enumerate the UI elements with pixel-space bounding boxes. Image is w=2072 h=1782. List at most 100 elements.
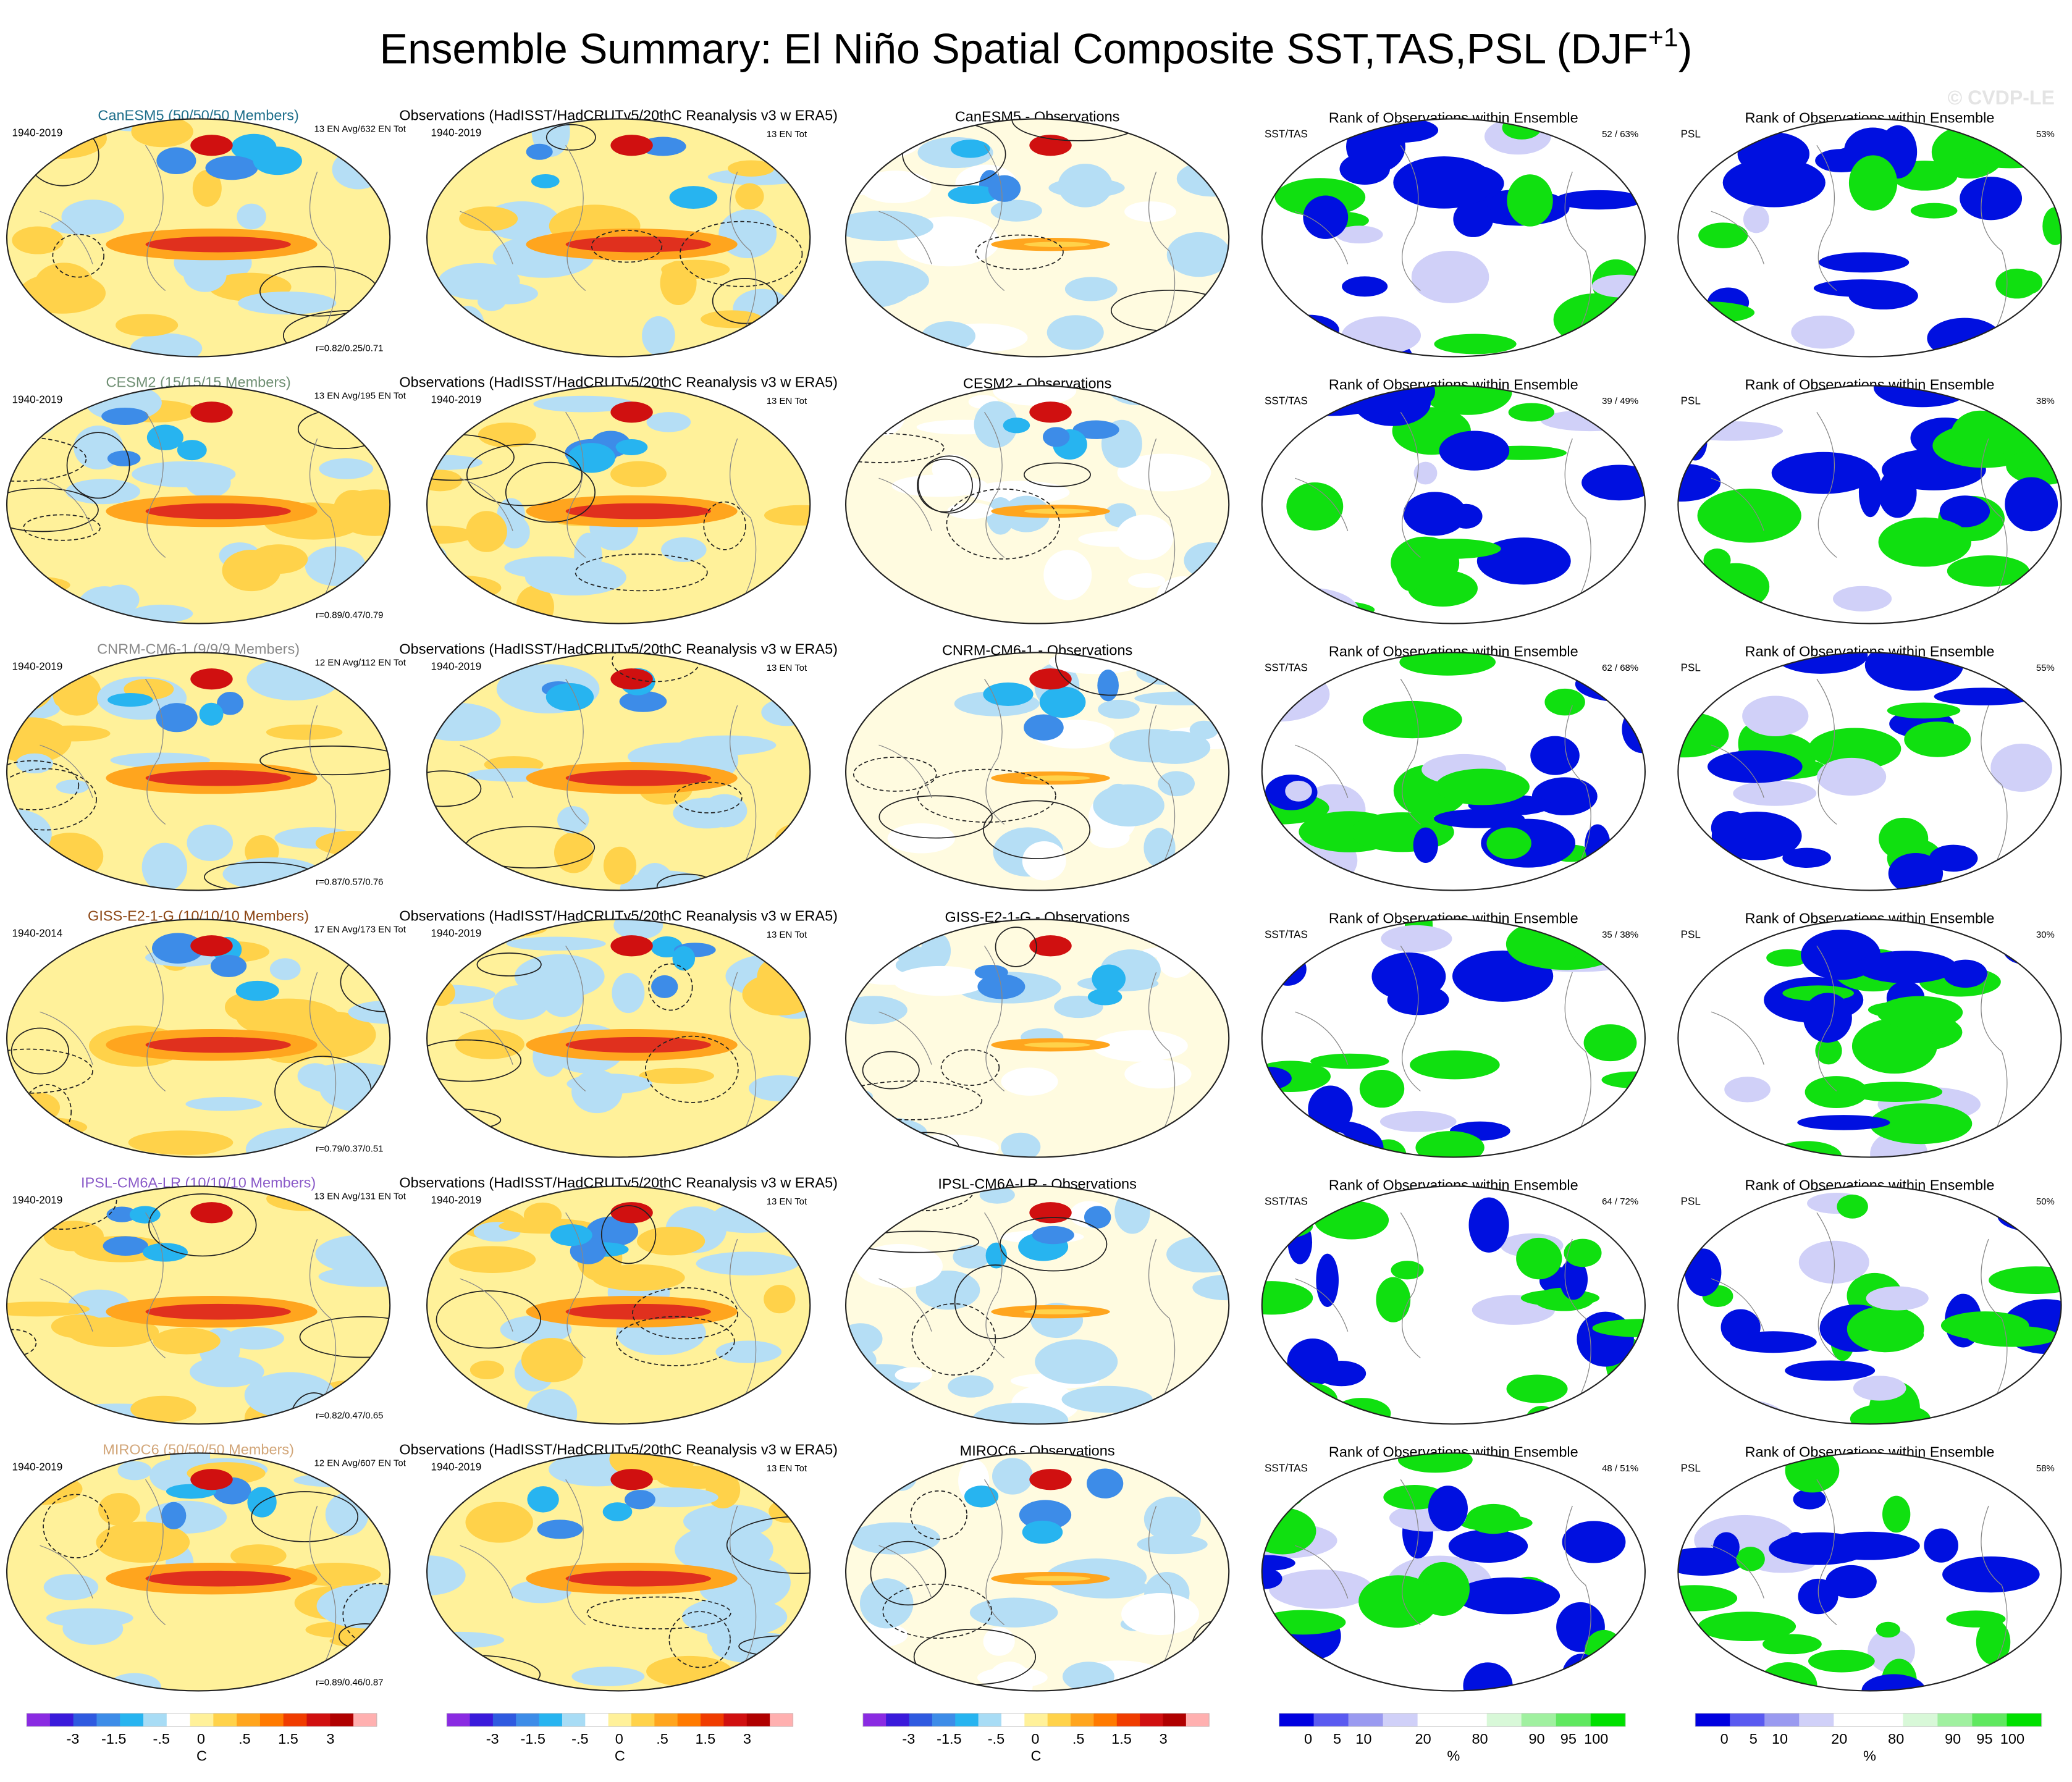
- map-shading: [1832, 586, 1892, 612]
- map-shading: [1581, 464, 1645, 501]
- colorbar-box: [1937, 1713, 1973, 1727]
- map-shading: [1990, 743, 2052, 792]
- colorbar-box: [654, 1713, 678, 1727]
- map-shading: [1362, 700, 1462, 739]
- map-shading: [2046, 1232, 2061, 1250]
- map-outline: [1261, 385, 1646, 624]
- period: 1940-2019: [431, 928, 482, 939]
- map-shading: [329, 1633, 390, 1649]
- colorbar-box: [1868, 1713, 1904, 1727]
- map-shading: [1128, 573, 1166, 588]
- map-shading: [1678, 385, 1732, 417]
- contour: [674, 781, 743, 813]
- contour: [917, 458, 973, 513]
- map-shading: [1261, 1362, 1301, 1408]
- map-shading: [1698, 1612, 1796, 1641]
- colorbar-tick-label: -.5: [571, 1731, 588, 1747]
- colorbar-tick-label: 95: [1560, 1731, 1577, 1747]
- contour: [712, 278, 778, 324]
- colorbar-unit: %: [1447, 1748, 1460, 1764]
- map-shading: [526, 143, 553, 160]
- map-shading: [1964, 143, 2057, 169]
- map-shading: [1022, 1520, 1063, 1544]
- map-shading: [775, 823, 811, 854]
- map-shading: [636, 1227, 705, 1256]
- map-shading: [846, 1345, 877, 1376]
- map-shading: [1032, 1225, 1074, 1245]
- map-shading: [1879, 817, 1929, 860]
- contour: [43, 1494, 110, 1558]
- map-shading: [953, 1245, 990, 1269]
- map-shading: [932, 454, 972, 484]
- map-shading: [478, 422, 536, 448]
- map-shading: [332, 149, 385, 190]
- map-shading: [348, 1000, 390, 1024]
- ensemble-info: 13 EN Avg/632 EN Tot: [314, 124, 406, 135]
- map-shading: [864, 392, 906, 435]
- colorbar-tick-label: 3: [326, 1731, 334, 1747]
- map-shading: [1678, 301, 1755, 324]
- colorbar-tick-label: 5: [1750, 1731, 1758, 1747]
- map-shading: [266, 725, 343, 740]
- colorbar-unit: C: [1031, 1748, 1042, 1764]
- contour: [7, 760, 80, 810]
- map-shading: [610, 1202, 653, 1224]
- map-shading: [1336, 225, 1383, 244]
- colorbar-box: [1047, 1713, 1071, 1727]
- colorbar-tick-label: 3: [743, 1731, 751, 1747]
- colorbar-frame: [446, 1713, 793, 1727]
- map-shading: [1553, 293, 1637, 346]
- map-shading: [770, 852, 800, 878]
- map-shading: [1541, 410, 1640, 432]
- map-shading: [225, 1327, 284, 1350]
- map: [1261, 1453, 1645, 1691]
- map: [427, 652, 811, 891]
- map-shading: [1064, 277, 1118, 301]
- colorbar-tick-label: -3: [902, 1731, 915, 1747]
- period: 1940-2019: [12, 394, 63, 406]
- colorbar-box: [1116, 1713, 1140, 1727]
- colorbar-box: [770, 1713, 794, 1727]
- map-shading: [1544, 688, 1585, 716]
- period: 1940-2019: [431, 1461, 482, 1473]
- colorbar-unit: C: [615, 1748, 625, 1764]
- map-shading: [1698, 222, 1748, 248]
- map-shading: [479, 283, 538, 305]
- map-shading: [237, 203, 266, 230]
- rank-variable: SST/TAS: [1265, 128, 1308, 140]
- map-shading: [103, 1236, 148, 1256]
- map-shading: [1097, 669, 1119, 702]
- map-shading: [1415, 1131, 1485, 1158]
- map-shading: [2042, 207, 2061, 245]
- coastline: [1294, 411, 1591, 597]
- ensemble-info: 13 EN Tot: [767, 930, 807, 940]
- coastline: [1294, 1479, 1591, 1665]
- map-shading: [992, 1458, 1033, 1495]
- map-shading: [1562, 1521, 1626, 1563]
- map-outline: [1677, 118, 2062, 358]
- map-shading: [1766, 949, 1809, 967]
- pattern-correlation: r=0.79/0.37/0.51: [316, 1144, 383, 1154]
- map-shading: [1328, 1132, 1350, 1158]
- map-shading: [1376, 1277, 1411, 1322]
- map-shading: [1486, 827, 1531, 859]
- map-shading: [565, 770, 711, 786]
- contour: [259, 746, 390, 776]
- colorbar-box: [1140, 1713, 1164, 1727]
- map-shading: [1439, 431, 1510, 471]
- map-shading: [1261, 595, 1306, 624]
- map-shading: [1888, 852, 1944, 891]
- rank-percent: 38%: [2036, 396, 2055, 406]
- contour: [615, 1316, 735, 1366]
- map-shading: [1733, 780, 1817, 806]
- map-shading: [16, 753, 53, 774]
- colorbar-frame: [1695, 1713, 2042, 1727]
- map-outline: [6, 118, 391, 358]
- colorbar-tick-label: .5: [1072, 1731, 1085, 1747]
- colorbar-box: [723, 1713, 748, 1727]
- map-shading: [1506, 1374, 1568, 1403]
- map-outline: [6, 1452, 391, 1692]
- map-shading: [1516, 1237, 1562, 1280]
- coastline: [878, 678, 1176, 864]
